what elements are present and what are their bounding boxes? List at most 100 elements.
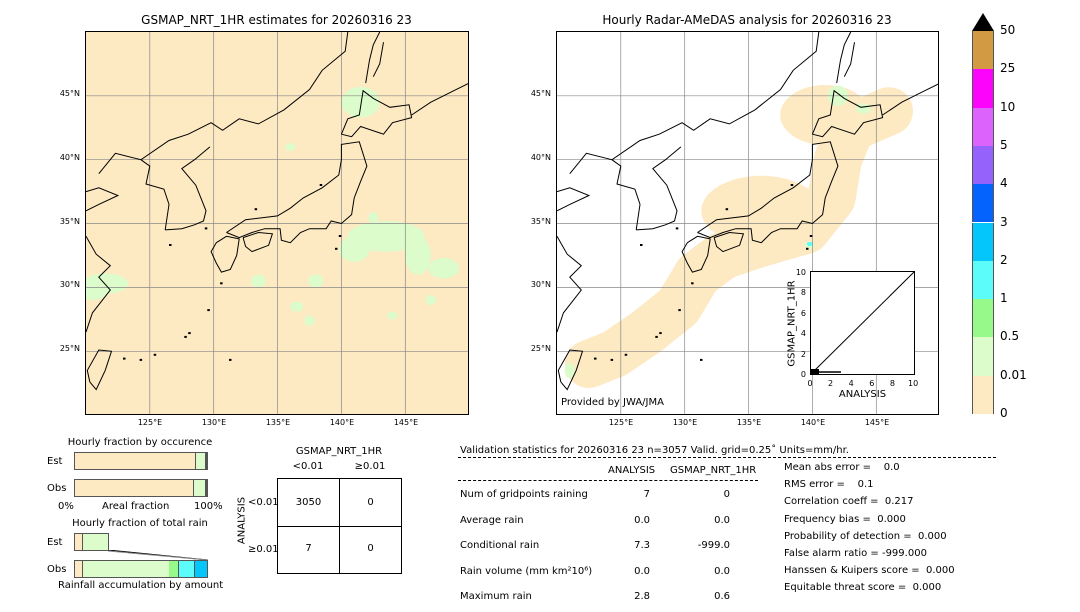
right-lat-tick: 25°N — [530, 344, 551, 354]
coastline — [86, 187, 120, 212]
island — [254, 208, 258, 211]
island — [640, 244, 643, 246]
right-lat-tick: 35°N — [530, 216, 551, 226]
coastline — [140, 32, 349, 230]
rain-area — [308, 274, 324, 288]
scatter-diagonal — [810, 271, 915, 375]
inset-ytick: 10 — [795, 268, 806, 277]
left-lat-tick: 45°N — [59, 89, 80, 98]
score-line: Frequency bias = 0.000 — [784, 513, 906, 525]
inset-xlabel: ANALYSIS — [838, 389, 887, 400]
contingency-title: GSMAP_NRT_1HR — [295, 446, 383, 457]
inset-xtick: 0 — [807, 379, 813, 388]
island — [319, 184, 323, 186]
contingency-row-0: <0.01 — [248, 497, 279, 508]
left-lon-tick: 130°E — [201, 418, 227, 427]
coastline — [86, 349, 113, 391]
inset-ytick: 6 — [800, 308, 806, 318]
occ-x0: 0% — [58, 501, 74, 512]
coastline — [226, 141, 368, 244]
coastline — [372, 42, 384, 77]
rain-area — [855, 103, 872, 114]
stats-row-label: Maximum rain — [460, 591, 532, 602]
coastline — [98, 152, 142, 175]
fraction-segment — [75, 453, 197, 469]
rain-area — [338, 236, 370, 262]
rain-row-obs: Obs — [47, 564, 67, 575]
right-lat-tick: 45°N — [530, 89, 551, 98]
rain-connector — [108, 550, 208, 561]
island — [123, 357, 126, 360]
radar-analysis-map — [556, 31, 939, 415]
island — [809, 235, 813, 237]
right-map-title: Hourly Radar-AMeDAS analysis for 2026031… — [602, 13, 892, 27]
inset-scatter-plot — [810, 271, 915, 375]
occurrence-title: Hourly fraction by occurence — [67, 437, 213, 448]
island — [594, 357, 597, 360]
contingency-table: 3050 0 7 0 — [277, 478, 402, 574]
island — [335, 247, 338, 250]
island — [806, 247, 809, 250]
stats-col-gsmap: GSMAP_NRT_1HR — [670, 465, 757, 476]
colorbar-segment — [972, 107, 994, 146]
rain-area — [425, 295, 436, 306]
occ-row-obs: Obs — [47, 483, 67, 494]
rain-area — [250, 274, 267, 288]
island — [204, 227, 208, 230]
inset-xtick: 8 — [889, 379, 895, 388]
stats-row-gsmap: 0.0 — [714, 565, 730, 577]
island — [655, 335, 658, 338]
rain-row-est: Est — [47, 537, 63, 548]
colorbar-segment — [972, 31, 994, 70]
rain-area — [290, 301, 304, 312]
coastline — [681, 235, 711, 273]
island — [169, 244, 172, 246]
cell-hit: 0 — [367, 543, 374, 554]
island — [659, 332, 662, 335]
inset-ytick: 2 — [800, 349, 806, 359]
left-lon-tick: 145°E — [393, 418, 419, 427]
colorbar-label: 5 — [1000, 137, 1008, 152]
contingency-ylabel: ANALYSIS — [236, 496, 248, 545]
island — [207, 309, 210, 312]
gsmap-estimate-map — [85, 31, 469, 415]
right-lat-tick: 40°N — [530, 152, 551, 162]
score-line: RMS error = 0.1 — [784, 479, 874, 491]
left-map-title: GSMAP_NRT_1HR estimates for 20260316 23 — [141, 13, 412, 27]
stats-header: Validation statistics for 20260316 23 n=… — [460, 445, 849, 456]
stats-row-analysis: 0.0 — [634, 514, 650, 526]
right-lon-tick: 140°E — [800, 418, 826, 427]
contingency-col-1: ≥0.01 — [354, 461, 386, 472]
coastline — [569, 152, 613, 175]
right-lon-tick: 130°E — [672, 418, 698, 427]
stats-row-label: Conditional rain — [460, 540, 540, 551]
rain-area — [86, 282, 108, 301]
score-line: Hanssen & Kuipers score = 0.000 — [784, 565, 955, 577]
occ-x1: 100% — [194, 501, 223, 512]
cell-hit-none: 3050 — [295, 497, 322, 508]
island — [610, 358, 614, 361]
colorbar-segment — [972, 299, 994, 338]
left-lon-tick: 140°E — [329, 418, 355, 427]
scatter-points — [811, 369, 819, 374]
rain-area — [341, 86, 380, 118]
rain-area — [806, 242, 813, 246]
island — [220, 282, 223, 285]
rain-area — [428, 257, 459, 279]
rain-area — [387, 311, 398, 320]
occ-row-est: Est — [47, 456, 63, 467]
stats-row-analysis: 2.8 — [634, 591, 650, 602]
stats-row-analysis: 7 — [643, 489, 650, 500]
colorbar-label: 0 — [1000, 406, 1008, 420]
island — [790, 184, 794, 186]
colorbar-label: 0.5 — [1000, 329, 1020, 344]
colorbar-segment — [972, 260, 994, 300]
colorbar-segment — [972, 69, 994, 108]
left-lat-tick: 35°N — [59, 216, 80, 226]
stats-row-label: Rain volume (mm km²10⁶) — [460, 565, 593, 577]
island — [153, 353, 157, 356]
island — [624, 353, 628, 356]
coastline — [882, 83, 938, 116]
inset-xtick: 4 — [848, 379, 854, 388]
right-lat-tick: 30°N — [530, 280, 551, 290]
